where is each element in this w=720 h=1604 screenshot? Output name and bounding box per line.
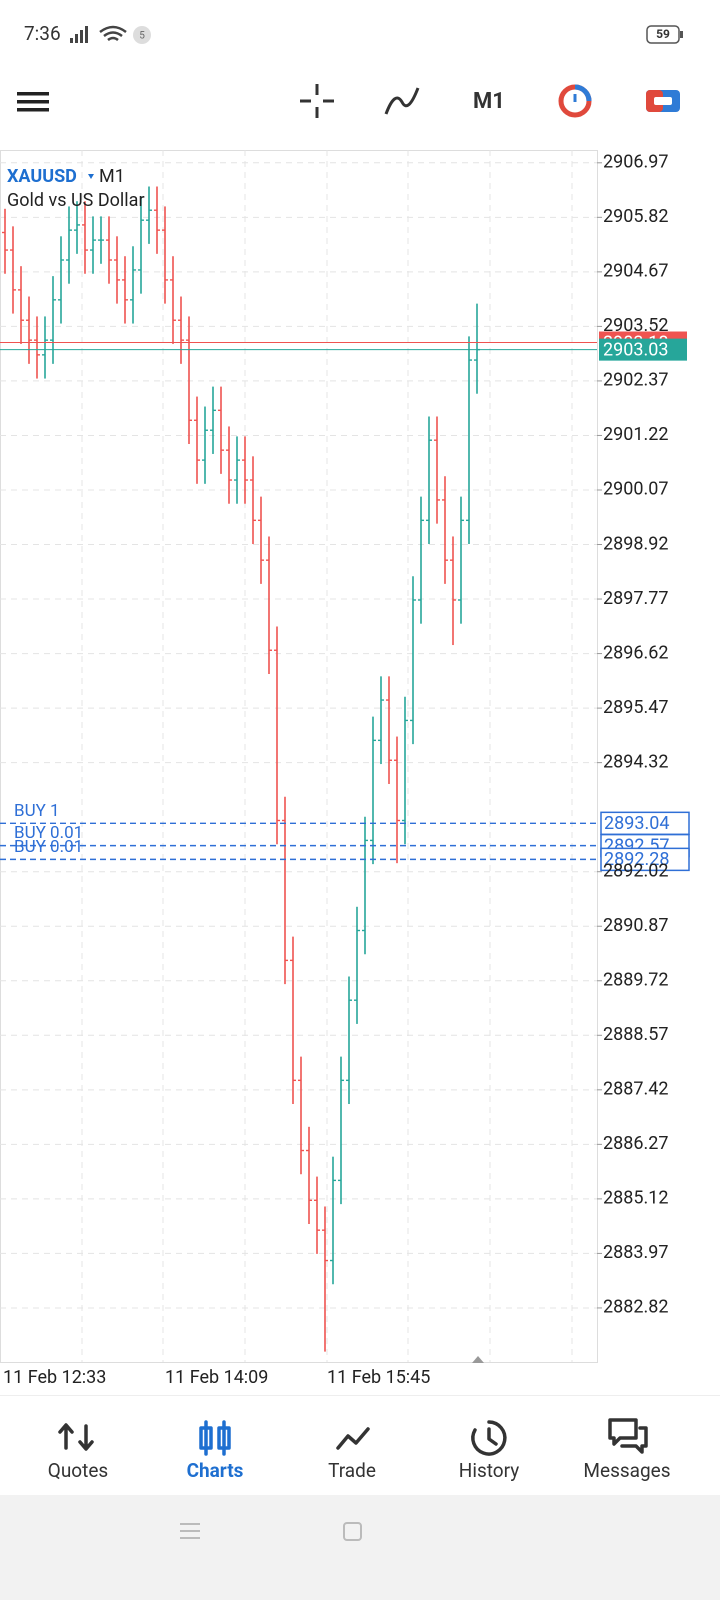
- nav-bar: Quotes Charts Trade History Messages: [48, 1418, 671, 1482]
- nav-label[interactable]: Quotes: [48, 1459, 108, 1482]
- one-click-button[interactable]: [558, 84, 592, 118]
- nav-icon: [58, 1423, 94, 1451]
- y-tick-label: 2896.62: [603, 642, 668, 663]
- system-nav-icons: [180, 1522, 362, 1541]
- nav-label[interactable]: Messages: [583, 1459, 670, 1482]
- y-tick-label: 2904.67: [603, 261, 668, 282]
- menu-button[interactable]: [17, 92, 49, 112]
- y-tick-label: 2898.92: [603, 533, 668, 554]
- x-tick-label: 11 Feb 15:45: [327, 1367, 430, 1388]
- order-label: BUY 1: [14, 801, 60, 821]
- nav-icon: [199, 1420, 231, 1456]
- timeframe-button[interactable]: M1: [473, 89, 505, 114]
- y-tick-label: 2900.07: [603, 479, 668, 500]
- y-tick-label: 2897.77: [603, 588, 668, 609]
- bid-label-bg: [599, 338, 687, 361]
- chart-description: Gold vs US Dollar: [7, 190, 145, 211]
- y-tick-label: 2886.27: [603, 1133, 668, 1154]
- crosshair-button[interactable]: [300, 84, 334, 118]
- y-tick-label: 2885.12: [603, 1188, 668, 1209]
- indicators-button[interactable]: [384, 87, 420, 115]
- y-tick-label: 2887.42: [603, 1079, 668, 1100]
- bid-label: 2903.03: [603, 339, 668, 360]
- chart-timeframe: M1: [99, 166, 125, 187]
- battery: 59: [646, 25, 683, 44]
- y-tick-label: 2902.37: [603, 370, 668, 391]
- y-tick-label: 2882.82: [603, 1297, 668, 1318]
- status-icons: 5: [70, 25, 151, 44]
- y-tick-label: 2903.52: [603, 315, 668, 336]
- order-price-bg: [600, 847, 690, 872]
- nav-icon: [336, 1427, 370, 1450]
- bottom-nav: Quotes Charts Trade History Messages: [0, 1395, 720, 1496]
- notification-count: 5: [139, 31, 145, 42]
- y-tick-label: 2888.57: [603, 1024, 668, 1045]
- nav-icon: [608, 1418, 648, 1454]
- order-price: 2893.04: [604, 813, 669, 834]
- trade-button[interactable]: [646, 90, 680, 112]
- battery-level: 59: [656, 27, 670, 41]
- symbol-dropdown[interactable]: [88, 174, 94, 179]
- status-time: 7:36: [24, 22, 61, 45]
- y-tick-label: 2906.97: [603, 152, 668, 173]
- order-price: 2892.28: [604, 849, 669, 870]
- nav-label[interactable]: History: [459, 1459, 519, 1482]
- system-nav: [0, 1495, 720, 1600]
- y-tick-label: 2894.32: [603, 751, 668, 772]
- order-label: BUY 0.01: [14, 823, 83, 843]
- nav-icon: [471, 1420, 507, 1456]
- nav-label[interactable]: Trade: [328, 1459, 376, 1482]
- chart-symbol[interactable]: XAUUSD: [7, 166, 77, 187]
- nav-label[interactable]: Charts: [187, 1459, 244, 1482]
- y-tick-label: 2905.82: [603, 206, 668, 227]
- y-tick-label: 2895.47: [603, 697, 668, 718]
- x-tick-label: 11 Feb 14:09: [165, 1367, 268, 1388]
- y-tick-label: 2889.72: [603, 970, 668, 991]
- y-tick-label: 2890.87: [603, 915, 668, 936]
- toolbar: M1: [17, 84, 680, 118]
- order-label: BUY 0.01: [14, 837, 83, 857]
- chart-frame: [0, 150, 598, 1363]
- y-tick-label: 2901.22: [603, 424, 668, 445]
- y-tick-label: 2883.97: [603, 1242, 668, 1263]
- y-tick-label: 2892.02: [603, 860, 668, 881]
- scroll-marker[interactable]: [472, 1356, 484, 1363]
- x-tick-label: 11 Feb 12:33: [3, 1367, 106, 1388]
